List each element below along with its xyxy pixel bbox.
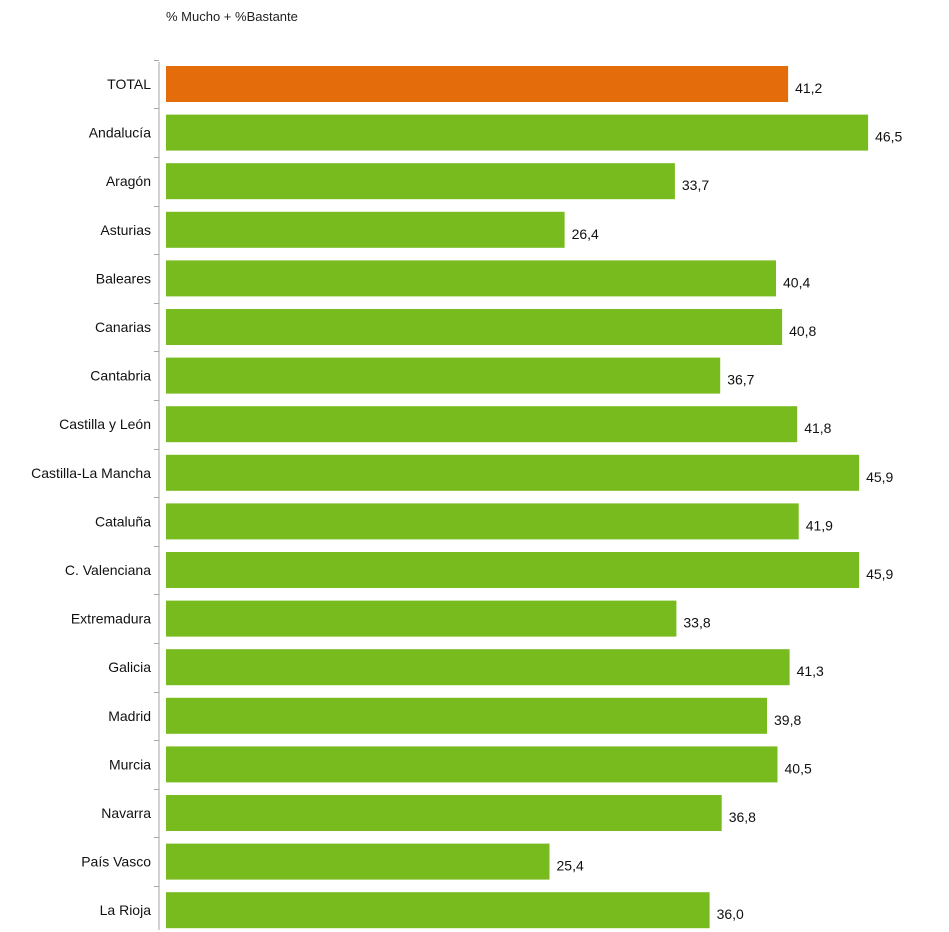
category-label: Castilla y León	[59, 416, 151, 432]
category-label: Asturias	[100, 222, 151, 238]
bar	[166, 746, 778, 783]
category-label: Murcia	[109, 756, 151, 772]
value-label: 39,8	[774, 712, 801, 728]
value-label: 45,9	[866, 566, 893, 582]
category-label: País Vasco	[81, 854, 151, 870]
bar	[166, 309, 783, 345]
category-label: La Rioja	[100, 902, 152, 918]
value-label: 36,0	[717, 906, 744, 922]
category-label: Galicia	[108, 659, 151, 675]
value-labels-group: 41,2 46,5 33,7 26,4 40,4 40,8 36,7 41,8 45,9 41,9…	[557, 80, 903, 922]
category-label: Navarra	[101, 805, 151, 821]
category-label: TOTAL	[107, 76, 151, 92]
value-label: 45,9	[866, 469, 893, 485]
bar	[166, 552, 860, 588]
value-label: 41,9	[806, 517, 833, 533]
value-label: 40,8	[789, 323, 816, 339]
category-label: Madrid	[108, 708, 151, 724]
value-label: 40,4	[783, 274, 810, 290]
category-label: Andalucía	[89, 125, 151, 141]
bar	[166, 163, 675, 200]
value-label: 25,4	[557, 858, 584, 874]
bars-group	[166, 66, 869, 929]
category-label: Canarias	[95, 319, 151, 335]
value-label: 46,5	[875, 129, 902, 145]
bar	[166, 260, 776, 297]
axis-group	[154, 60, 160, 930]
bar	[166, 406, 798, 443]
bar	[166, 843, 550, 880]
bar	[166, 697, 767, 734]
bar	[166, 66, 789, 102]
value-label: 41,3	[797, 663, 824, 679]
bar	[166, 357, 721, 394]
value-label: 36,7	[727, 372, 754, 388]
category-label: Cantabria	[90, 368, 151, 384]
bar	[166, 211, 565, 248]
bar	[166, 454, 860, 491]
value-label: 40,5	[785, 760, 812, 776]
value-label: 33,8	[683, 615, 710, 631]
category-labels-group: TOTAL Andalucía Aragón Asturias Baleares Cana…	[31, 76, 151, 918]
value-label: 41,2	[795, 80, 822, 96]
category-label: Cataluña	[95, 513, 151, 529]
bar	[166, 600, 677, 637]
category-label: Castilla-La Mancha	[31, 465, 151, 481]
bar	[166, 649, 790, 686]
category-label: Aragón	[106, 173, 151, 189]
category-label: Extremadura	[71, 611, 151, 627]
value-label: 33,7	[682, 177, 709, 193]
value-label: 41,8	[804, 420, 831, 436]
bar	[166, 795, 722, 831]
category-label: Baleares	[96, 270, 151, 286]
value-label: 36,8	[729, 809, 756, 825]
value-label: 26,4	[572, 226, 599, 242]
bar	[166, 892, 710, 929]
chart-subtitle: % Mucho + %Bastante	[166, 9, 298, 24]
bar	[166, 503, 799, 540]
bar	[166, 114, 869, 151]
category-label: C. Valenciana	[65, 562, 151, 578]
